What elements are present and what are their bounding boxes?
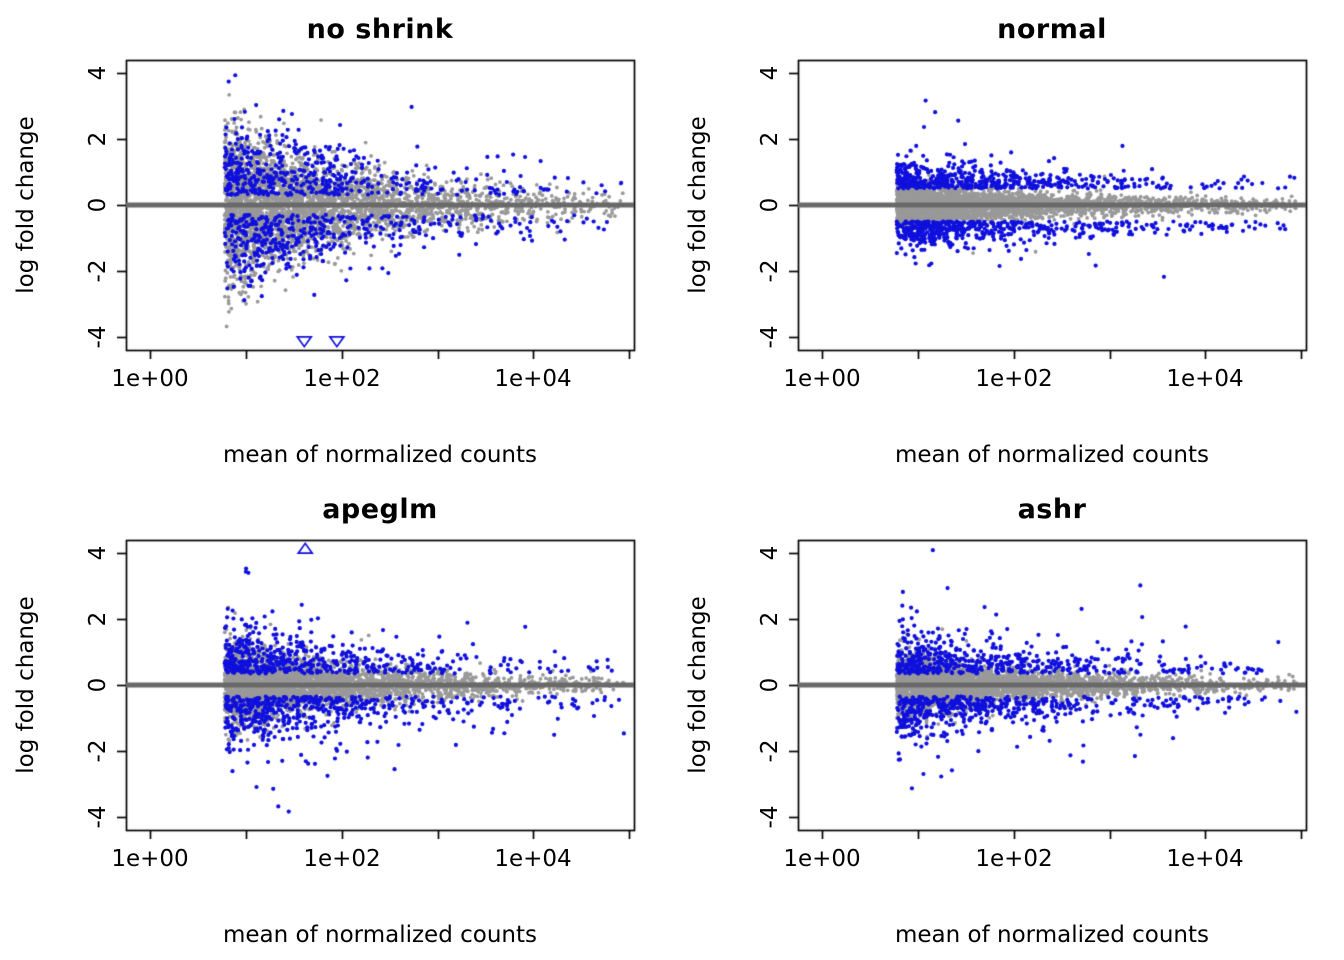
ma-scatter-canvas-ashr	[672, 480, 1344, 960]
ma-scatter-canvas-no-shrink	[0, 0, 672, 480]
panel-normal: normal log fold change mean of normalize…	[672, 0, 1344, 480]
y-tick-label: -4	[85, 325, 111, 349]
y-axis-label: log fold change	[685, 596, 711, 774]
y-axis-label: log fold change	[13, 596, 39, 774]
y-tick-label: -2	[85, 739, 111, 763]
y-tick-label: 2	[85, 611, 111, 627]
y-tick-label: -4	[757, 805, 783, 829]
panel-ashr: ashr log fold change mean of normalized …	[672, 480, 1344, 960]
x-axis-label: mean of normalized counts	[222, 442, 537, 468]
y-tick-label: -2	[757, 739, 783, 763]
x-axis-label: mean of normalized counts	[222, 922, 537, 948]
y-tick-label: 0	[85, 197, 111, 213]
ma-scatter-canvas-normal	[672, 0, 1344, 480]
panel-title: no shrink	[306, 14, 454, 45]
panel-title: apeglm	[322, 494, 438, 525]
y-tick-label: 4	[85, 65, 111, 81]
y-tick-label: 0	[757, 197, 783, 213]
x-tick-label: 1e+02	[975, 366, 1053, 392]
x-tick-label: 1e+00	[111, 366, 189, 392]
x-tick-label: 1e+00	[111, 846, 189, 872]
y-tick-label: 2	[757, 611, 783, 627]
y-tick-label: 4	[757, 65, 783, 81]
x-tick-label: 1e+04	[494, 846, 572, 872]
y-tick-label: -4	[757, 325, 783, 349]
panel-no-shrink: no shrink log fold change mean of normal…	[0, 0, 672, 480]
panel-title: normal	[997, 14, 1107, 45]
y-tick-label: -2	[757, 259, 783, 283]
y-axis-label: log fold change	[685, 116, 711, 294]
x-tick-label: 1e+04	[1166, 846, 1244, 872]
x-axis-label: mean of normalized counts	[894, 922, 1209, 948]
y-tick-label: 0	[85, 677, 111, 693]
x-tick-label: 1e+00	[783, 366, 861, 392]
y-tick-label: 4	[757, 545, 783, 561]
x-axis-label: mean of normalized counts	[894, 442, 1209, 468]
x-tick-label: 1e+02	[303, 846, 381, 872]
x-tick-label: 1e+02	[303, 366, 381, 392]
y-tick-label: -4	[85, 805, 111, 829]
panel-title: ashr	[1017, 494, 1087, 525]
y-axis-label: log fold change	[13, 116, 39, 294]
y-tick-label: 4	[85, 545, 111, 561]
x-tick-label: 1e+04	[494, 366, 572, 392]
x-tick-label: 1e+00	[783, 846, 861, 872]
ma-scatter-canvas-apeglm	[0, 480, 672, 960]
panel-apeglm: apeglm log fold change mean of normalize…	[0, 480, 672, 960]
y-tick-label: 2	[85, 131, 111, 147]
y-tick-label: 0	[757, 677, 783, 693]
y-tick-label: 2	[757, 131, 783, 147]
x-tick-label: 1e+02	[975, 846, 1053, 872]
y-tick-label: -2	[85, 259, 111, 283]
x-tick-label: 1e+04	[1166, 366, 1244, 392]
